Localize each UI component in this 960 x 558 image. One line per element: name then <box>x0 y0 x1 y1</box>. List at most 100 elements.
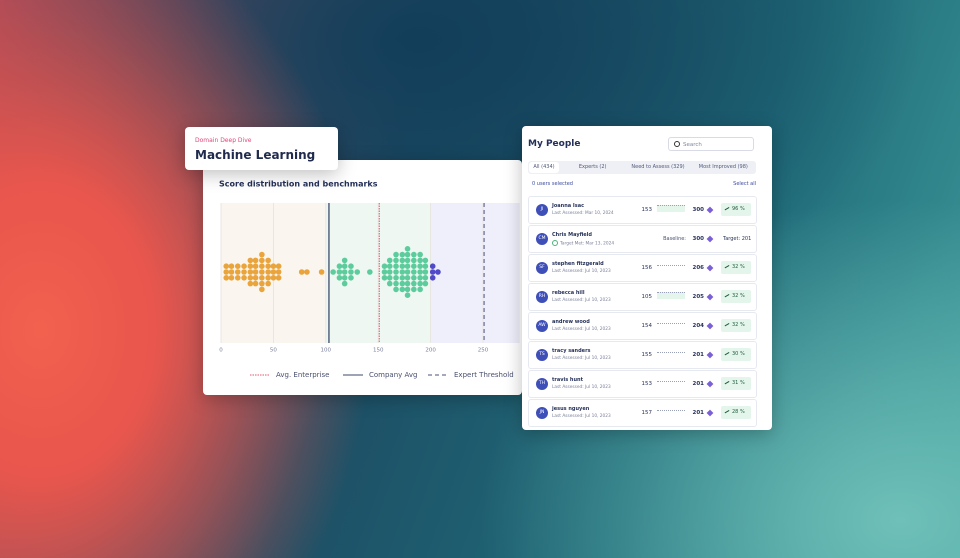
person-row[interactable]: TH travis hunt Last Assessed: Jul 10, 2023… <box>528 370 757 398</box>
score-current: 201 <box>692 410 704 416</box>
subtitle-text: Last Assessed: Jul 10, 2023 <box>552 356 611 361</box>
people-card: My People Search All (434) Experts (2) Nee… <box>522 126 772 430</box>
person-subtitle: Last Assessed: Jul 10, 2023 <box>552 414 611 419</box>
tab[interactable]: Experts (2) <box>578 164 607 170</box>
change-badge: 31 % <box>721 377 751 390</box>
dot <box>234 263 241 269</box>
dot <box>399 269 406 275</box>
dot <box>348 269 354 275</box>
sparkline <box>657 265 685 266</box>
dot <box>386 257 393 264</box>
change-badge: 32 % <box>721 290 751 303</box>
tab[interactable]: Need to Assess (329) <box>631 164 685 170</box>
dot <box>265 257 271 264</box>
gem-icon <box>706 380 714 388</box>
dot <box>336 263 343 269</box>
dot <box>411 280 417 287</box>
dot <box>381 269 388 275</box>
dot <box>259 251 265 258</box>
score-current: 206 <box>692 265 704 271</box>
page-title: Machine Learning <box>195 148 316 162</box>
dot <box>247 269 254 275</box>
score-current: 205 <box>692 294 704 300</box>
dot <box>393 275 399 281</box>
change-badge: 96 % <box>721 203 751 216</box>
score: 156 <box>641 265 653 271</box>
dot <box>336 269 343 275</box>
dot <box>381 263 388 269</box>
dot <box>411 251 417 258</box>
dot <box>429 275 436 281</box>
dot <box>341 263 348 269</box>
person-row[interactable]: SF stephen fitzgerald Last Assessed: Jul 1… <box>528 254 757 282</box>
avatar: TH <box>536 378 548 390</box>
dot <box>234 269 241 275</box>
dot <box>399 263 406 269</box>
score: 154 <box>641 323 653 329</box>
change-badge: 28 % <box>721 406 751 419</box>
dot <box>270 275 277 281</box>
person-row[interactable]: RH rebecca hill Last Assessed: Jul 10, 202… <box>528 283 757 311</box>
person-row[interactable]: CM Chris Mayfield Target Met: Mar 13, 2024… <box>528 225 757 253</box>
dot <box>404 251 411 258</box>
x-tick-label: 250 <box>478 348 489 354</box>
dot <box>411 269 417 275</box>
tab[interactable]: All (434) <box>529 162 559 173</box>
dot <box>265 275 271 281</box>
dot <box>252 280 259 287</box>
dot <box>404 280 411 287</box>
dot <box>404 292 411 298</box>
dot <box>417 286 423 293</box>
dot <box>228 275 235 281</box>
dot <box>386 263 393 269</box>
person-subtitle: Last Assessed: Jul 10, 2023 <box>552 298 611 303</box>
gem-icon <box>706 293 714 301</box>
dot <box>435 269 441 275</box>
person-row[interactable]: JN jesus nguyen Last Assessed: Jul 10, 202… <box>528 399 757 427</box>
dot <box>399 251 406 258</box>
dot <box>259 286 265 293</box>
x-tick-label: 0 <box>219 348 223 354</box>
person-name: stephen fitzgerald <box>552 261 604 267</box>
dot <box>298 269 305 275</box>
dot <box>393 257 399 264</box>
dot <box>404 257 411 264</box>
x-tick-label: 100 <box>321 348 332 354</box>
title-card: Domain Deep Dive Machine Learning <box>185 127 338 170</box>
dot <box>393 286 399 293</box>
tab[interactable]: Most Improved (98) <box>698 164 748 170</box>
person-subtitle: Last Assessed: Mar 10, 2024 <box>552 211 614 216</box>
dot <box>270 263 277 269</box>
gem-icon <box>706 206 714 214</box>
subtitle-text: Last Assessed: Mar 10, 2024 <box>552 211 614 216</box>
gem-icon <box>706 235 714 243</box>
x-tick-label: 200 <box>425 348 436 354</box>
sparkline <box>657 381 685 382</box>
dot <box>252 269 259 275</box>
change-badge: 30 % <box>721 348 751 361</box>
select-all[interactable]: Select all <box>733 181 756 187</box>
dot <box>247 263 254 269</box>
avatar: AW <box>536 320 548 332</box>
dot <box>399 280 406 287</box>
dot <box>399 275 406 281</box>
dot <box>259 269 265 275</box>
dot <box>393 269 399 275</box>
person-row[interactable]: TS tracy sanders Last Assessed: Jul 10, 20… <box>528 341 757 369</box>
avatar: SF <box>536 262 548 274</box>
person-name: rebecca hill <box>552 290 585 296</box>
score: 155 <box>641 352 653 358</box>
search-box[interactable]: Search <box>668 137 754 151</box>
subtitle-text: Last Assessed: Jul 10, 2023 <box>552 327 611 332</box>
person-row[interactable]: AW andrew wood Last Assessed: Jul 10, 2023… <box>528 312 757 340</box>
person-name: Chris Mayfield <box>552 232 592 238</box>
chart-title: Score distribution and benchmarks <box>219 180 378 189</box>
person-row[interactable]: JI Joanna Isac Last Assessed: Mar 10, 2024… <box>528 196 757 224</box>
dot <box>265 269 271 275</box>
dot <box>259 275 265 281</box>
dot <box>422 263 429 269</box>
person-subtitle: Last Assessed: Jul 10, 2023 <box>552 385 611 390</box>
dot <box>386 280 393 287</box>
chart: Score distribution and benchmarks 0 50 100… <box>219 180 520 379</box>
avatar: JI <box>536 204 548 216</box>
